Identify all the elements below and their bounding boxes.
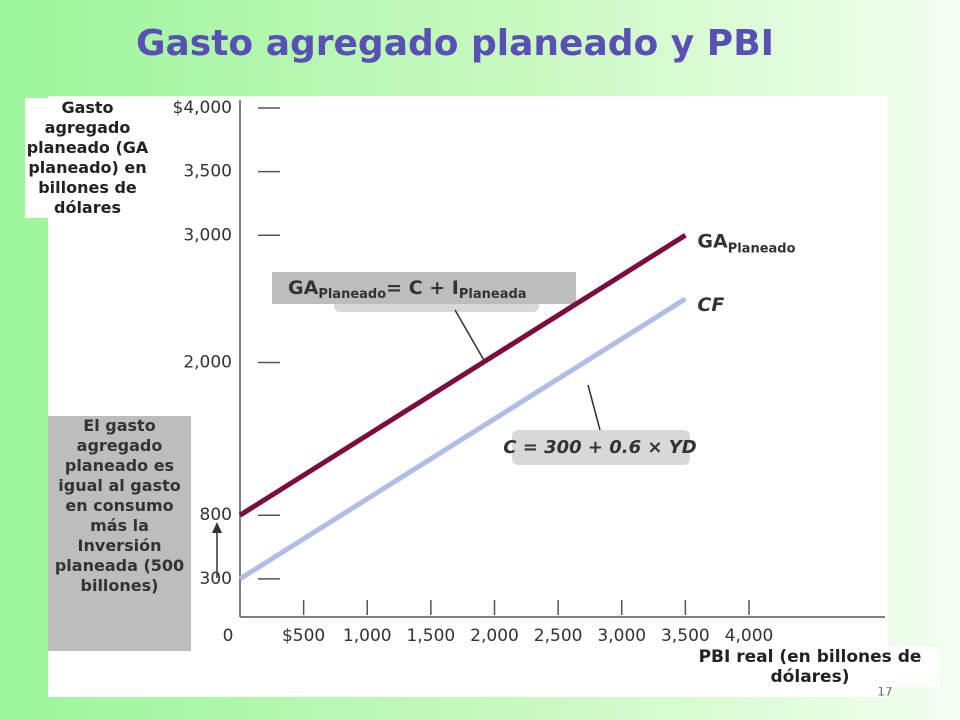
y-tick-label: 800	[200, 505, 232, 525]
series-name: GA	[697, 230, 728, 252]
x-tick-label: 2,000	[470, 626, 519, 646]
formula-box	[272, 272, 576, 304]
y-axis-title: Gasto agregado planeado (GA planeado) en…	[25, 98, 150, 218]
series-label: CF	[697, 293, 724, 315]
x-tick-label: 2,500	[534, 626, 583, 646]
series-name-sub: Planeado	[728, 241, 796, 256]
x-tick-label: 3,500	[661, 626, 710, 646]
y-tick-label: 2,000	[183, 353, 232, 373]
arrow-head	[212, 522, 222, 533]
x-axis-title: PBI real (en billones de dólares)	[680, 647, 940, 687]
formula-box	[512, 430, 690, 465]
pointer	[587, 384, 601, 431]
formula-bottom: C = 300 + 0.6 × YD	[503, 437, 697, 458]
formula-top: GAPlaneado= C + IPlaneada	[288, 277, 527, 302]
x-tick-label: 3,000	[597, 626, 646, 646]
series-name: CF	[697, 293, 724, 315]
y-tick-label: $4,000	[173, 98, 232, 118]
side-note: El gasto agregado planeado es igual al g…	[48, 416, 191, 651]
series-line	[238, 296, 687, 581]
pointer	[454, 309, 486, 363]
y-tick-label: 3,000	[183, 225, 232, 245]
formula-part: = C + I	[386, 277, 459, 299]
x-tick-label: $500	[282, 626, 325, 646]
formula-part: GA	[288, 277, 319, 299]
series-label: GAPlaneado	[697, 230, 795, 256]
x-tick-label: 4,000	[725, 626, 774, 646]
series-line	[238, 233, 687, 518]
chart-title: Gasto agregado planeado y PBI	[136, 23, 774, 64]
y-tick-label: 3,500	[183, 162, 232, 182]
x-tick-label: 0	[223, 626, 234, 646]
y-tick-label: 300	[200, 569, 232, 589]
page-number: 17	[877, 685, 892, 699]
formula-part: Planeado	[318, 287, 386, 302]
x-tick-label: 1,500	[407, 626, 456, 646]
formula-part: Planeada	[459, 287, 527, 302]
x-tick-label: 1,000	[343, 626, 392, 646]
